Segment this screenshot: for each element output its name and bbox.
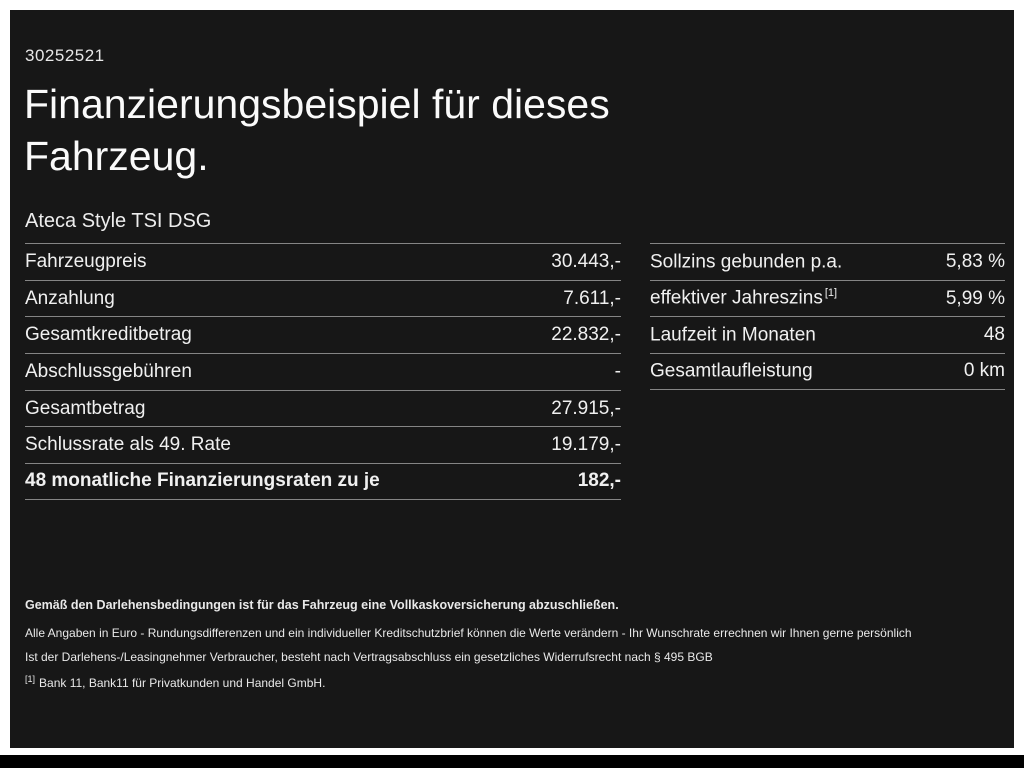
financing-table-left: Fahrzeugpreis 30.443,- Anzahlung 7.611,-… — [25, 243, 621, 500]
insurance-note: Gemäß den Darlehensbedingungen ist für d… — [25, 598, 619, 612]
bank-reference: [1] Bank 11, Bank11 für Privatkunden und … — [25, 674, 1000, 690]
row-value: 0 km — [963, 360, 1005, 382]
row-value: 182,- — [577, 470, 621, 492]
page-title-line1: Finanzierungsbeispiel für dieses — [24, 81, 610, 127]
rounding-note: Alle Angaben in Euro - Rundungsdifferenz… — [25, 626, 912, 640]
row-value: 5,99 % — [945, 287, 1005, 309]
table-row: effektiver Jahreszins [1] 5,99 % — [650, 279, 1005, 317]
row-value: 19.179,- — [551, 434, 621, 456]
table-row: Laufzeit in Monaten 48 — [650, 316, 1005, 353]
row-label: Schlussrate als 49. Rate — [25, 434, 231, 456]
table-row: Gesamtkreditbetrag 22.832,- — [25, 316, 621, 353]
financing-table-right: Sollzins gebunden p.a. 5,83 % effektiver… — [650, 243, 1005, 390]
table-row: Schlussrate als 49. Rate 19.179,- — [25, 426, 621, 463]
row-label: Sollzins gebunden p.a. — [650, 251, 843, 272]
page-title: Finanzierungsbeispiel für dieses Fahrzeu… — [24, 78, 610, 183]
financing-panel: 30252521 Finanzierungsbeispiel für diese… — [10, 10, 1014, 748]
row-label: Laufzeit in Monaten — [650, 324, 816, 346]
row-label: Fahrzeugpreis — [25, 250, 147, 272]
row-label: Gesamtkreditbetrag — [25, 324, 192, 346]
table-row: Anzahlung 7.611,- — [25, 279, 621, 317]
row-value: 48 — [983, 324, 1005, 346]
legal-footer: Gemäß den Darlehensbedingungen ist für d… — [25, 598, 1000, 690]
row-value: - — [614, 360, 621, 382]
offer-id: 30252521 — [25, 46, 105, 65]
row-value: 7.611,- — [563, 287, 621, 309]
table-row: Fahrzeugpreis 30.443,- — [25, 243, 621, 280]
footnote-marker: [1] — [25, 674, 36, 684]
bottom-bar — [0, 755, 1024, 768]
table-row: Abschlussgebühren - — [25, 353, 621, 390]
footnote-marker: [1] — [824, 287, 838, 300]
row-value: 5,83 % — [945, 250, 1005, 272]
table-row-monthly-rate: 48 monatliche Finanzierungsraten zu je 1… — [25, 463, 621, 500]
page-title-line2: Fahrzeug. — [24, 133, 209, 180]
row-label: Gesamtbetrag — [25, 397, 146, 419]
row-value: 22.832,- — [551, 324, 621, 346]
row-label: Abschlussgebühren — [25, 360, 192, 382]
row-value: 27.915,- — [551, 397, 621, 419]
table-row: Gesamtbetrag 27.915,- — [25, 389, 621, 427]
table-row: Sollzins gebunden p.a. 5,83 % — [650, 243, 1005, 280]
bank-reference-text: Bank 11, Bank11 für Privatkunden und Han… — [39, 676, 326, 690]
withdrawal-note: Ist der Darlehens-/Leasingnehmer Verbrau… — [25, 650, 713, 664]
row-value: 30.443,- — [551, 250, 621, 272]
row-label: Gesamtlaufleistung — [650, 360, 813, 382]
table-row: Gesamtlaufleistung 0 km — [650, 353, 1005, 390]
vehicle-name: Ateca Style TSI DSG — [25, 210, 212, 232]
row-label: 48 monatliche Finanzierungsraten zu je — [25, 470, 380, 492]
row-label: Anzahlung — [25, 287, 115, 309]
row-label: effektiver Jahreszins [1] — [650, 287, 838, 309]
